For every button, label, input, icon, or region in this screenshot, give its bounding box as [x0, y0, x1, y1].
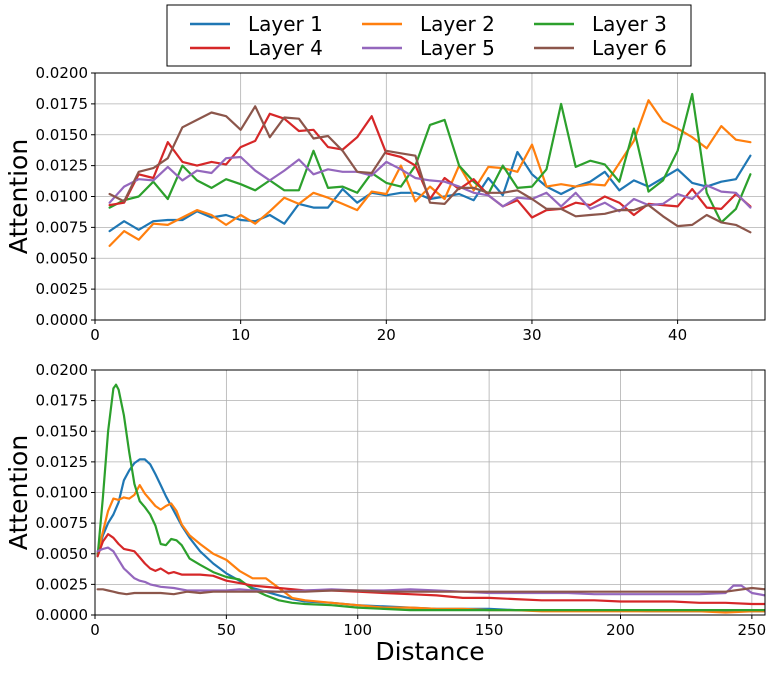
x-tick-label: 0	[90, 621, 100, 639]
y-tick-label: 0.0200	[36, 361, 89, 379]
x-tick-label: 40	[668, 326, 687, 344]
series-line-layer-3	[96, 383, 765, 612]
x-tick-label: 50	[217, 621, 236, 639]
x-tick-label: 30	[522, 326, 541, 344]
legend-box	[166, 4, 692, 67]
y-axis-label: Attention	[4, 435, 33, 550]
x-tick-label: 20	[377, 326, 396, 344]
legend-label: Layer 4	[248, 36, 323, 60]
y-tick-label: 0.0150	[36, 126, 89, 144]
legend: Layer 1 Layer 2 Layer 3 Layer 4 Layer 5 Layer…	[166, 4, 692, 67]
series-line-layer-5	[96, 546, 765, 597]
series-line-layer-6	[108, 105, 752, 234]
y-tick-label: 0.0000	[36, 606, 89, 624]
x-tick-label: 0	[90, 326, 100, 344]
legend-label: Layer 1	[248, 12, 323, 36]
series-line-layer-1	[96, 458, 765, 613]
chart-2: 0 50 100 150 200 250 0.0000 0.0025 0.0050 0.0075 0…	[4, 361, 766, 666]
y-tick-label: 0.0025	[36, 575, 89, 593]
y-tick-label: 0.0025	[36, 280, 89, 298]
x-tick-label: 150	[475, 621, 504, 639]
y-tick-label: 0.0100	[36, 484, 89, 502]
y-tick-label: 0.0050	[36, 249, 89, 267]
y-tick-label: 0.0175	[36, 392, 89, 410]
y-tick-label: 0.0125	[36, 453, 89, 471]
y-tick-label: 0.0175	[36, 95, 89, 113]
x-axis-label: Distance	[375, 637, 484, 666]
y-tick-label: 0.0050	[36, 545, 89, 563]
chart-1: 0 10 20 30 40 0.0000 0.0025 0.0050 0.0075 0.0100 0…	[4, 4, 766, 344]
y-tick-label: 0.0075	[36, 218, 89, 236]
x-tick-label: 200	[606, 621, 635, 639]
series-line-layer-3	[108, 92, 752, 224]
legend-label: Layer 6	[592, 36, 667, 60]
legend-label: Layer 3	[592, 12, 667, 36]
series-line-layer-6	[96, 586, 765, 596]
legend-label: Layer 2	[420, 12, 495, 36]
y-tick-label: 0.0100	[36, 188, 89, 206]
x-tick-label: 250	[738, 621, 767, 639]
x-tick-label: 10	[231, 326, 250, 344]
y-tick-label: 0.0125	[36, 157, 89, 175]
series-line-layer-2	[108, 99, 752, 247]
y-tick-label: 0.0200	[36, 64, 89, 82]
legend-label: Layer 5	[420, 36, 495, 60]
y-axis-label: Attention	[4, 139, 33, 254]
series-line-layer-5	[108, 155, 752, 213]
y-tick-label: 0.0150	[36, 422, 89, 440]
y-tick-label: 0.0075	[36, 514, 89, 532]
series-line-layer-4	[96, 532, 765, 606]
y-tick-label: 0.0000	[36, 311, 89, 329]
x-tick-label: 100	[343, 621, 372, 639]
